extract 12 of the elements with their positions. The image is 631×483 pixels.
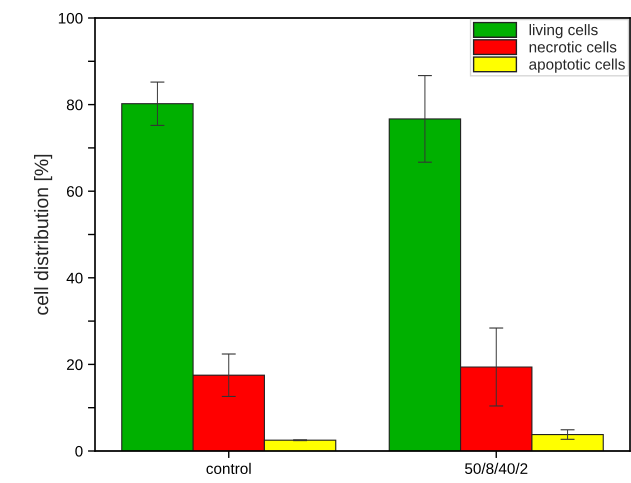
- y-axis-title: cell distribution [%]: [34, 154, 52, 315]
- legend-label: necrotic cells: [530, 41, 616, 52]
- x-tick-label: control: [206, 462, 251, 474]
- legend-label: apoptotic cells: [529, 58, 625, 73]
- y-tick-label: 40: [66, 272, 83, 284]
- y-tick-label: 80: [66, 99, 83, 110]
- y-tick-label: 20: [66, 359, 83, 370]
- y-tick-label: 100: [58, 12, 83, 24]
- y-tick-label: 0: [75, 446, 83, 457]
- legend-label: living cells: [530, 24, 598, 38]
- x-tick-label: 50/8/40/2: [465, 462, 528, 474]
- y-tick-label: 60: [66, 186, 83, 197]
